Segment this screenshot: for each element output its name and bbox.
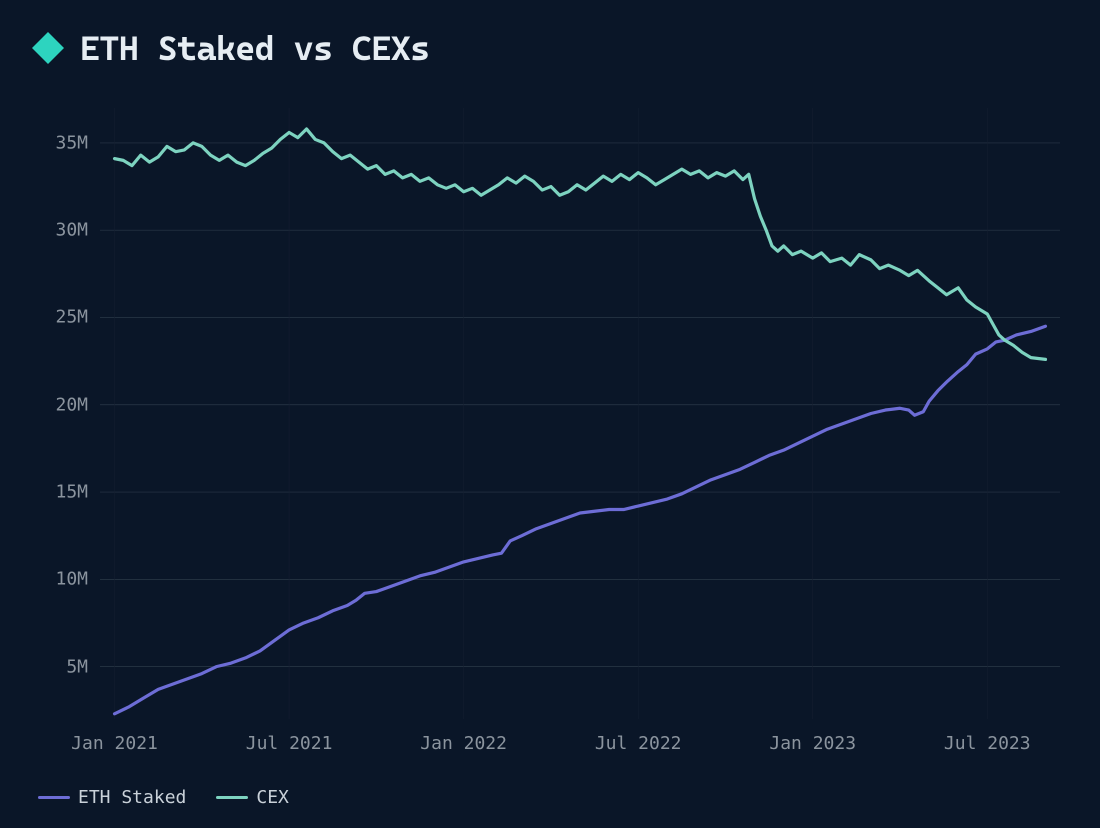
x-tick-label: Jan 2023 (769, 733, 856, 754)
series-line-eth-staked (115, 326, 1046, 714)
legend-label: ETH Staked (78, 787, 186, 808)
x-tick-label: Jul 2023 (944, 733, 1031, 754)
x-tick-label: Jul 2021 (246, 733, 333, 754)
x-tick-label: Jan 2022 (420, 733, 507, 754)
nansen-logo-icon (30, 30, 66, 66)
plot-svg (100, 108, 1060, 719)
y-tick-label: 15M (55, 482, 88, 503)
legend-item: CEX (216, 787, 289, 808)
plot-area (100, 108, 1060, 719)
y-tick-label: 10M (55, 569, 88, 590)
y-tick-label: 35M (55, 132, 88, 153)
y-tick-label: 25M (55, 307, 88, 328)
legend-item: ETH Staked (38, 787, 186, 808)
y-tick-label: 20M (55, 394, 88, 415)
x-tick-label: Jul 2022 (595, 733, 682, 754)
y-tick-label: 5M (66, 656, 88, 677)
y-tick-label: 30M (55, 220, 88, 241)
x-tick-label: Jan 2021 (71, 733, 158, 754)
legend-label: CEX (256, 787, 289, 808)
series-line-cex (115, 129, 1046, 359)
chart-title: ETH Staked vs CEXs (80, 28, 430, 68)
legend-swatch (216, 796, 248, 799)
legend-swatch (38, 796, 70, 799)
legend: ETH Staked CEX (30, 787, 1070, 808)
chart-header: ETH Staked vs CEXs (30, 28, 1070, 68)
chart-container: ETH Staked vs CEXs 5M 10M 15M 20M 25M 30M 35M … (0, 0, 1100, 828)
chart-area: 5M 10M 15M 20M 25M 30M 35M Jan 2021 Jul 2021 Jan… (30, 108, 1070, 779)
